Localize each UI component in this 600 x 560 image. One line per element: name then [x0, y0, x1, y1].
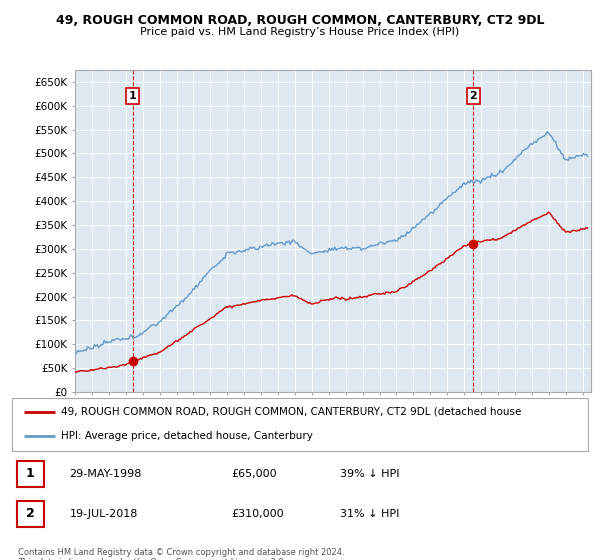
Text: 1: 1	[26, 468, 35, 480]
Text: Price paid vs. HM Land Registry’s House Price Index (HPI): Price paid vs. HM Land Registry’s House …	[140, 27, 460, 37]
Text: 19-JUL-2018: 19-JUL-2018	[70, 508, 138, 519]
Text: 39% ↓ HPI: 39% ↓ HPI	[340, 469, 400, 479]
Text: 49, ROUGH COMMON ROAD, ROUGH COMMON, CANTERBURY, CT2 9DL (detached house: 49, ROUGH COMMON ROAD, ROUGH COMMON, CAN…	[61, 407, 521, 417]
Bar	[17, 501, 44, 526]
Text: HPI: Average price, detached house, Canterbury: HPI: Average price, detached house, Cant…	[61, 431, 313, 441]
Text: Contains HM Land Registry data © Crown copyright and database right 2024.
This d: Contains HM Land Registry data © Crown c…	[18, 548, 344, 560]
Text: 2: 2	[469, 91, 477, 101]
Text: 1: 1	[129, 91, 137, 101]
Bar	[17, 461, 44, 487]
Text: 49, ROUGH COMMON ROAD, ROUGH COMMON, CANTERBURY, CT2 9DL: 49, ROUGH COMMON ROAD, ROUGH COMMON, CAN…	[56, 14, 544, 27]
Text: 31% ↓ HPI: 31% ↓ HPI	[340, 508, 400, 519]
Text: 2: 2	[26, 507, 35, 520]
Text: 29-MAY-1998: 29-MAY-1998	[70, 469, 142, 479]
Text: £310,000: £310,000	[231, 508, 284, 519]
Text: £65,000: £65,000	[231, 469, 277, 479]
